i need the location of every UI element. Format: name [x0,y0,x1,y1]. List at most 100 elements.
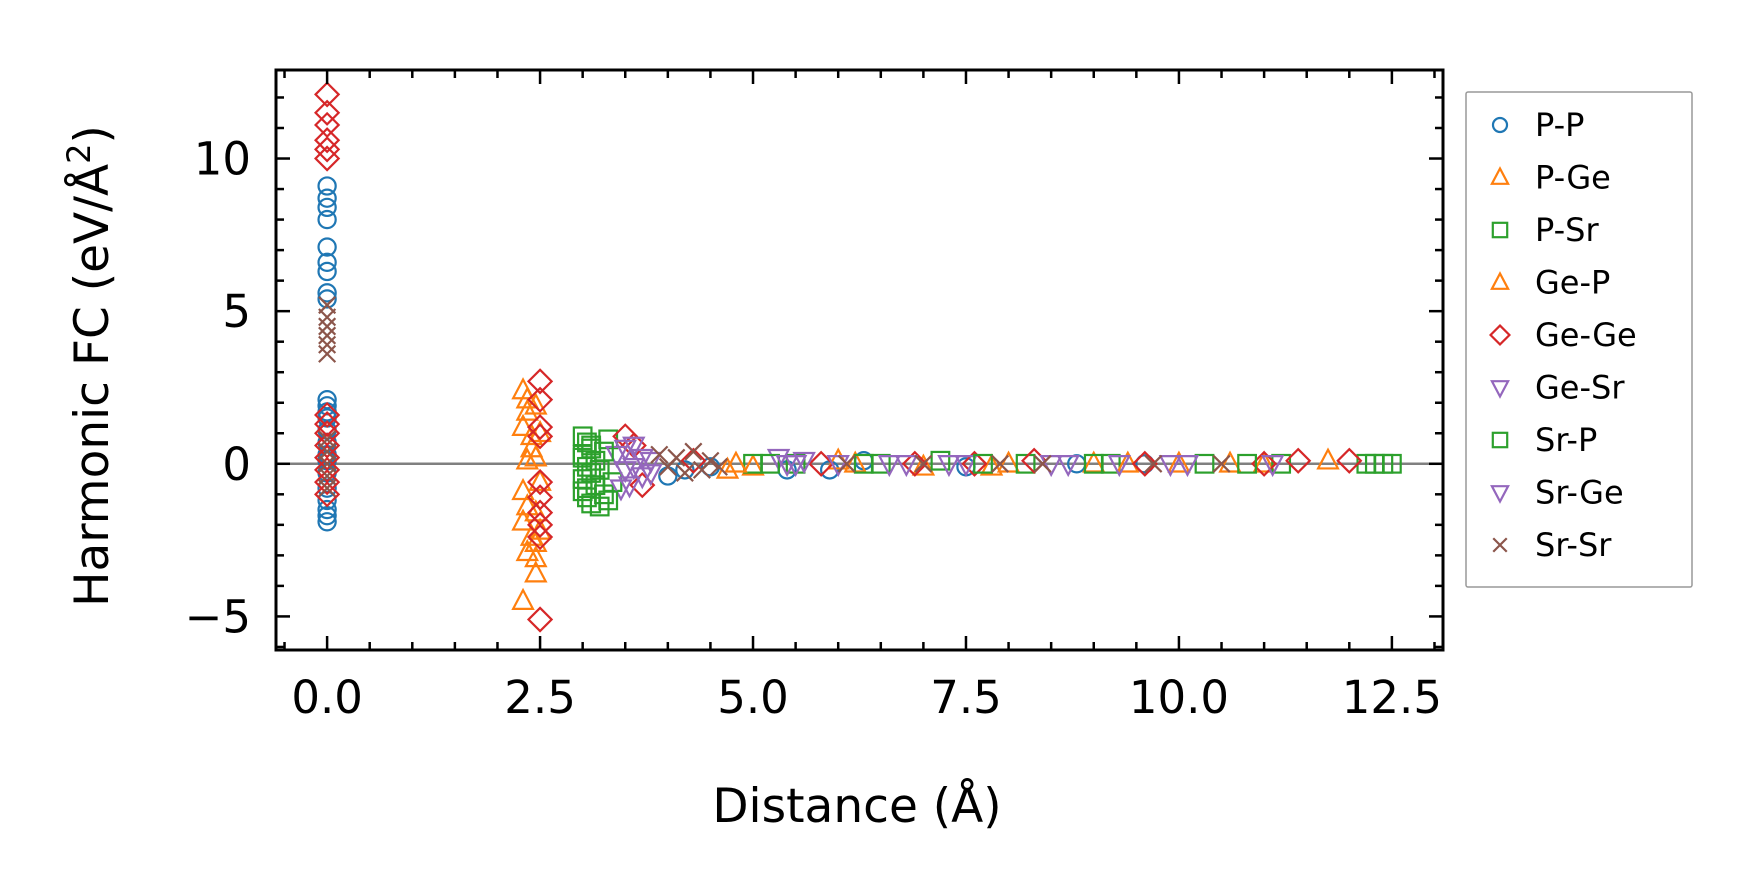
data-point [808,450,835,477]
data-point [318,317,337,336]
data-point [741,453,765,476]
data-point [511,413,535,436]
data-point [515,398,540,421]
legend-marker [1491,221,1509,239]
data-point [684,442,703,461]
data-point [1175,454,1200,478]
data-point [511,587,535,610]
data-point [318,479,337,498]
legend-frame [1465,91,1693,588]
data-point [937,454,961,478]
data-point [526,414,554,441]
data-point [639,464,663,487]
data-point [1260,454,1285,478]
data-point [314,481,341,508]
legend-entry-sr-ge: Sr-Ge [1490,474,1624,512]
data-point [675,463,694,482]
y-axis-title-superscript: 2 [60,143,98,163]
data-point [515,447,540,470]
legend-label: Sr-P [1535,421,1597,459]
data-point [317,197,337,218]
data-point [617,476,642,499]
data-point [991,454,1010,473]
legend-label: P-Sr [1535,211,1599,249]
y-tick-label: 0 [222,438,251,491]
data-point [1316,447,1340,470]
data-point [1056,454,1080,478]
y-tick-label: −5 [185,590,251,643]
data-point [1381,453,1402,474]
data-point [524,444,548,467]
data-point [598,490,619,511]
data-point [877,454,902,478]
legend-label: P-Ge [1535,159,1611,197]
legend-entry-ge-ge: Ge-Ge [1488,316,1637,354]
data-point [577,478,597,499]
x-axis-title: Distance (Å) [712,779,1001,834]
data-point [524,392,548,415]
data-point [930,450,951,471]
x-tick-label: 12.5 [1342,671,1442,724]
data-point [675,460,695,480]
data-point [314,410,341,438]
data-point [317,252,337,272]
data-point [1015,453,1036,474]
data-point [317,261,337,282]
data-point [724,450,748,473]
data-point [314,81,341,108]
series-ge-ge [314,81,1363,633]
series-sr-sr [318,296,1231,498]
data-point [526,511,554,538]
data-point [709,457,728,476]
data-point [524,545,548,568]
legend-marker [1492,537,1508,553]
data-point [894,454,919,478]
data-point [1336,447,1363,474]
data-point [314,127,341,154]
data-point [1252,450,1276,473]
data-point [524,529,548,552]
legend-entry-p-ge: P-Ge [1490,159,1611,197]
data-point [314,145,341,172]
data-point [954,454,978,478]
data-point [1237,453,1257,474]
legend-label: Ge-Sr [1535,369,1625,407]
data-point [317,390,337,410]
data-point [961,450,988,477]
data-point [911,453,936,476]
series-sr-ge [613,439,1183,499]
data-point [1144,454,1163,473]
data-point [318,308,337,327]
plot-points-layer [314,81,1402,633]
data-point [667,448,686,467]
x-tick-label: 10.0 [1129,671,1229,724]
data-point [318,344,337,363]
data-point [1116,450,1140,473]
data-point [317,237,337,257]
data-point [515,493,540,516]
data-point [1194,453,1215,474]
data-point [526,368,554,395]
data-point [1083,453,1104,474]
data-point [317,176,337,196]
data-point [979,453,1004,476]
data-point [318,326,337,345]
data-point [901,450,928,477]
y-axis-title-main: Harmonic FC (eV/Å [65,164,120,607]
data-point [1107,454,1132,478]
legend-marker [1490,485,1510,504]
legend-marker [1490,166,1510,185]
data-point [1212,454,1231,473]
legend-marker [1490,380,1510,399]
legend-label: Sr-Sr [1535,526,1612,564]
data-point [528,468,552,491]
x-tick-label: 0.0 [291,671,363,724]
data-point [760,453,780,474]
legend-label: Sr-Ge [1535,474,1624,512]
y-tick-label: 5 [222,285,251,338]
data-point [837,454,856,473]
data-point [622,458,646,481]
data-point [766,448,791,472]
